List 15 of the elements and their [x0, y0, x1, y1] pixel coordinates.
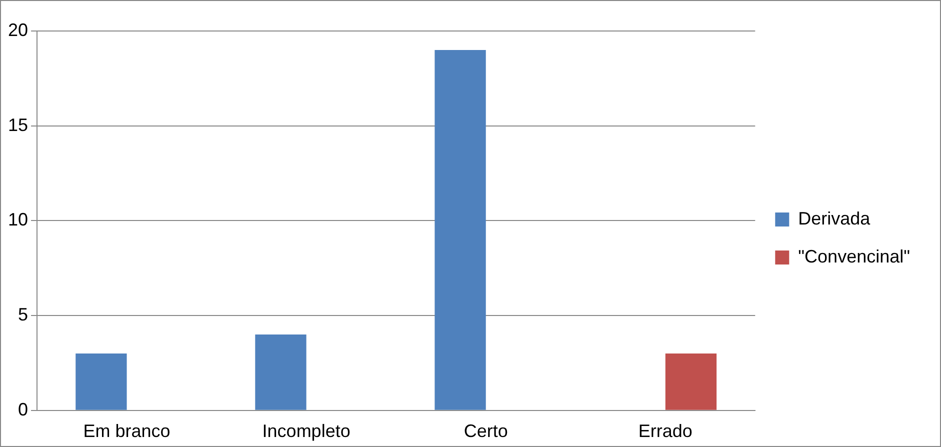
- bar: [76, 353, 127, 410]
- x-tick-label: Em branco: [83, 421, 170, 442]
- x-tick-label: Certo: [464, 421, 508, 442]
- legend-label: Derivada: [798, 208, 872, 228]
- x-tick-label: Incompleto: [262, 421, 350, 442]
- y-tick-label: 15: [8, 114, 28, 135]
- legend-label: "Convencinal": [798, 246, 910, 266]
- y-tick-label: 10: [8, 210, 28, 230]
- y-tick-label: 20: [8, 20, 28, 40]
- bar: [434, 50, 486, 410]
- x-tick-label: Errado: [638, 421, 692, 442]
- bar: [665, 353, 717, 410]
- y-tick-label: 0: [18, 399, 28, 420]
- bar: [255, 334, 306, 410]
- y-tick-label: 5: [18, 304, 28, 325]
